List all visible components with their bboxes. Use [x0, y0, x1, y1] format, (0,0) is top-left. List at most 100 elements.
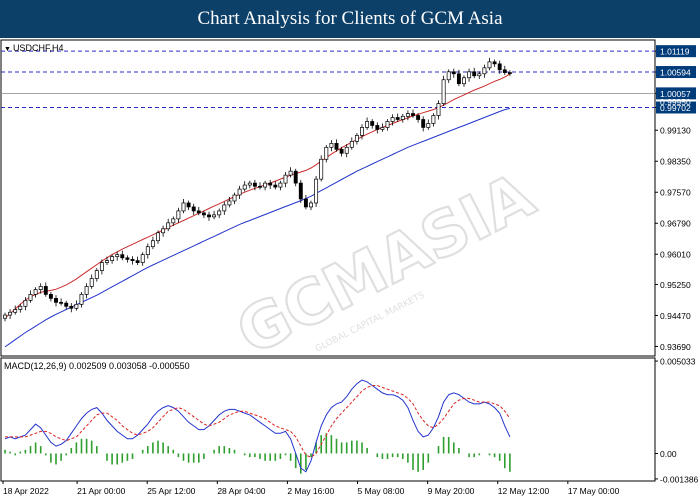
- candle-body: [94, 270, 99, 279]
- candle-body: [278, 182, 283, 188]
- candle-body: [472, 71, 477, 77]
- candle-body: [421, 119, 426, 128]
- candle: [130, 256, 135, 265]
- candle: [390, 114, 395, 126]
- symbol-label[interactable]: ▼ USDCHF,H4: [4, 43, 64, 53]
- candle-body: [252, 182, 257, 187]
- ma-slow-line: [4, 107, 511, 348]
- candle-body: [212, 214, 217, 218]
- candle-body: [477, 73, 482, 77]
- y-tick-label: 0.97570: [660, 188, 691, 198]
- candle: [54, 295, 58, 307]
- candle: [334, 139, 339, 152]
- candle: [207, 211, 211, 221]
- macd-tick-label: -0.001386: [660, 474, 699, 484]
- candle: [319, 155, 324, 182]
- candle: [33, 287, 38, 298]
- candle: [48, 292, 53, 302]
- candle-body: [273, 184, 278, 188]
- candle: [166, 218, 171, 232]
- candle: [18, 303, 23, 313]
- banner-title: Chart Analysis for Clients of GCM Asia: [197, 8, 503, 29]
- candle-body: [349, 141, 354, 148]
- candle-body: [54, 298, 58, 303]
- y-tick-label: 0.99130: [660, 126, 691, 136]
- price-marker-box: [656, 45, 696, 58]
- candle-body: [456, 73, 461, 85]
- candle: [181, 198, 186, 214]
- candle-body: [446, 71, 451, 81]
- candle-body: [227, 200, 232, 206]
- candle-body: [33, 289, 38, 295]
- candle-body: [324, 146, 329, 160]
- candle: [263, 180, 268, 191]
- candle: [456, 69, 461, 87]
- watermark-brand: GCMASIA: [225, 158, 545, 369]
- x-tick-label: 21 Apr 00:00: [77, 486, 125, 496]
- candle: [370, 119, 375, 129]
- candle: [360, 124, 364, 140]
- candle: [273, 181, 278, 190]
- candle: [395, 113, 400, 122]
- candle: [507, 70, 512, 77]
- candle-body: [482, 67, 487, 75]
- candle-body: [125, 257, 130, 260]
- candle-body: [13, 309, 18, 313]
- candle-body: [64, 302, 69, 307]
- candle-body: [303, 198, 308, 208]
- candle-body: [207, 214, 211, 218]
- candle: [344, 144, 349, 158]
- candle-body: [140, 254, 145, 263]
- candle-body: [105, 260, 109, 263]
- candle-body: [130, 259, 135, 261]
- hidden-price-label: 0.99950: [660, 97, 691, 107]
- candle: [227, 197, 232, 208]
- candle-body: [451, 71, 456, 75]
- x-tick-label: 25 Apr 12:00: [147, 486, 195, 496]
- candle-body: [492, 61, 497, 65]
- candle: [99, 259, 104, 275]
- candle-body: [400, 115, 405, 120]
- candle: [156, 230, 160, 244]
- candle: [79, 292, 84, 308]
- y-tick-label: 0.96790: [660, 219, 691, 229]
- candle-body: [48, 294, 53, 299]
- candle-body: [441, 79, 446, 104]
- triangle-down-icon[interactable]: ▼: [4, 46, 11, 53]
- candle: [191, 203, 196, 215]
- candle: [145, 243, 150, 259]
- candle-body: [390, 117, 395, 122]
- candle-body: [161, 228, 166, 234]
- x-tick-label: 28 Apr 04:00: [217, 486, 265, 496]
- candle-body: [43, 286, 48, 295]
- candle-body: [156, 232, 160, 242]
- candle: [446, 69, 451, 83]
- candle-body: [242, 184, 247, 190]
- candle: [150, 236, 155, 250]
- y-tick-label: 0.95250: [660, 280, 691, 290]
- candle-body: [405, 113, 410, 117]
- macd-tick-label: 0.005033: [660, 357, 696, 367]
- candle: [380, 123, 385, 132]
- candle-body: [365, 121, 370, 128]
- price-marker-box: [656, 66, 696, 79]
- candle: [161, 225, 166, 237]
- macd-label: MACD(12,26,9) 0.002509 0.003058 -0.00055…: [4, 361, 190, 371]
- candle: [135, 256, 140, 265]
- price-panel-frame: [0, 39, 656, 357]
- candle-body: [329, 142, 334, 148]
- candle-body: [237, 188, 242, 196]
- candle: [176, 207, 181, 223]
- candle: [441, 75, 446, 106]
- candle: [28, 290, 33, 303]
- candle: [278, 180, 283, 191]
- candle: [462, 75, 466, 87]
- candle: [38, 283, 43, 294]
- candle: [23, 297, 28, 311]
- candle: [411, 109, 415, 118]
- candle-body: [339, 148, 344, 154]
- candle: [3, 312, 7, 322]
- candle-body: [38, 286, 43, 290]
